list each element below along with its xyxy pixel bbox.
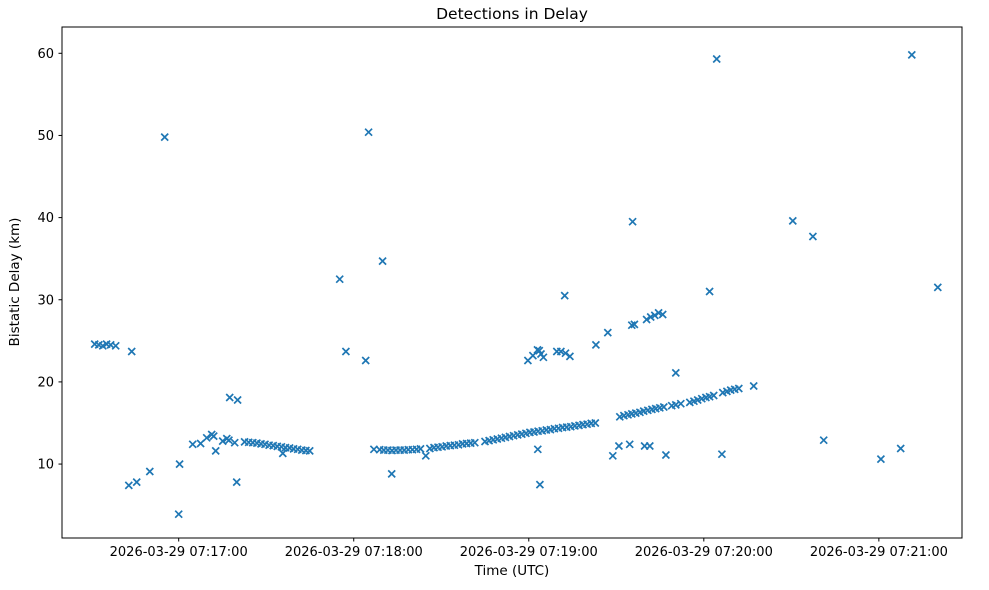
axes-frame — [61, 26, 963, 539]
data-point-marker — [416, 444, 425, 454]
data-point-marker — [671, 368, 680, 378]
x-tick-label: 2026-03-29 07:17:00 — [110, 545, 248, 560]
data-point-marker — [645, 441, 654, 451]
y-tick-label: 50 — [37, 129, 54, 144]
data-point-marker — [628, 217, 637, 226]
data-point-marker — [211, 446, 220, 456]
data-point-marker — [364, 128, 373, 137]
data-point-marker — [224, 436, 234, 445]
data-point-marker — [535, 480, 545, 489]
data-point-marker — [749, 381, 758, 391]
data-point-marker — [819, 436, 828, 445]
scatter-points — [90, 50, 942, 519]
data-point-marker — [225, 393, 234, 402]
data-point-marker — [614, 441, 624, 451]
data-point-marker — [470, 438, 479, 447]
data-point-marker — [933, 283, 942, 292]
data-point-marker — [202, 433, 211, 442]
data-point-marker — [676, 399, 685, 408]
data-point-marker — [188, 440, 197, 449]
data-point-marker — [630, 320, 639, 329]
data-point-marker — [341, 347, 351, 356]
y-axis-ticks: 10 20 30 40 50 60 — [37, 47, 62, 473]
data-point-marker — [233, 395, 242, 405]
data-point-marker — [335, 275, 344, 284]
data-point-marker — [565, 352, 575, 361]
y-tick-label: 30 — [37, 293, 54, 308]
chart-title: Detections in Delay — [436, 5, 588, 23]
data-point-marker — [650, 311, 659, 320]
y-tick-label: 40 — [37, 211, 54, 226]
data-point-marker — [232, 477, 241, 487]
data-point-marker — [533, 445, 542, 454]
data-point-marker — [907, 50, 916, 60]
data-point-marker — [218, 436, 227, 446]
x-axis-label: Time (UTC) — [474, 563, 550, 579]
data-point-marker — [627, 321, 636, 330]
data-point-marker — [734, 384, 743, 393]
data-point-marker — [361, 356, 370, 365]
data-point-marker — [132, 477, 141, 487]
data-point-marker — [387, 469, 396, 479]
data-point-marker — [556, 347, 566, 356]
data-point-marker — [658, 310, 667, 319]
data-point-marker — [539, 353, 548, 362]
data-point-marker — [111, 341, 120, 350]
x-tick-label: 2026-03-29 07:18:00 — [285, 545, 423, 560]
data-point-marker — [717, 450, 727, 459]
y-tick-label: 20 — [37, 375, 54, 390]
data-point-marker — [230, 438, 239, 447]
data-point-marker — [591, 340, 601, 350]
data-point-marker — [127, 347, 136, 356]
data-point-marker — [591, 418, 600, 428]
data-point-marker — [145, 467, 154, 476]
y-tick-label: 60 — [37, 47, 54, 62]
data-point-marker — [808, 232, 818, 241]
data-point-marker — [196, 439, 205, 448]
data-point-marker — [712, 54, 721, 64]
data-point-marker — [896, 444, 905, 453]
data-point-marker — [642, 315, 651, 324]
x-tick-label: 2026-03-29 07:20:00 — [635, 545, 773, 560]
data-point-marker — [160, 132, 169, 142]
data-point-marker — [421, 451, 430, 460]
data-point-marker — [378, 256, 387, 266]
data-point-marker — [788, 216, 797, 226]
y-tick-label: 10 — [37, 458, 54, 473]
data-point-marker — [608, 451, 617, 460]
data-point-marker — [625, 440, 634, 449]
data-point-marker — [876, 454, 886, 464]
data-point-marker — [705, 287, 714, 296]
x-axis-ticks: 2026-03-29 07:17:00 2026-03-29 07:18:00 20… — [110, 538, 948, 560]
data-point-marker — [661, 450, 671, 460]
x-tick-label: 2026-03-29 07:21:00 — [810, 545, 948, 560]
data-point-marker — [305, 446, 314, 456]
x-tick-label: 2026-03-29 07:19:00 — [460, 545, 598, 560]
data-point-marker — [175, 459, 184, 469]
data-point-marker — [209, 431, 218, 441]
data-point-marker — [659, 402, 668, 412]
data-point-marker — [560, 291, 569, 300]
data-point-marker — [278, 449, 287, 458]
y-axis-label: Bistatic Delay (km) — [7, 217, 23, 347]
data-point-marker — [603, 328, 612, 337]
data-point-marker — [124, 481, 133, 490]
data-point-marker — [709, 391, 718, 400]
data-point-marker — [174, 510, 183, 519]
